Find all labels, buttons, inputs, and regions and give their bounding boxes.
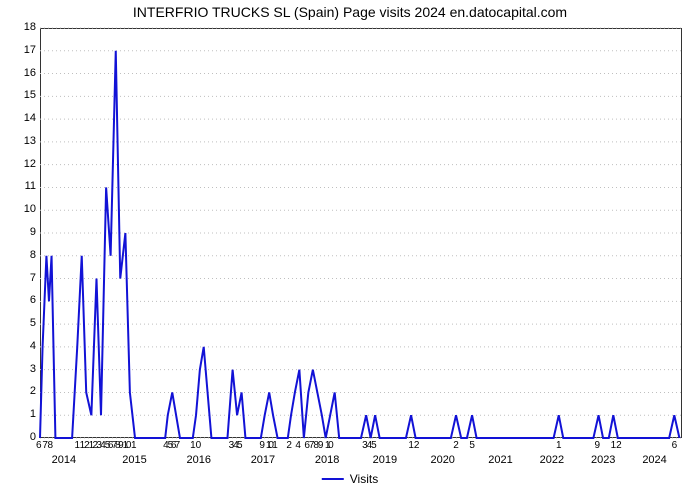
y-tick-label: 8 xyxy=(6,249,36,261)
y-tick-label: 18 xyxy=(6,21,36,33)
x-month-label: 0 xyxy=(328,440,334,451)
x-month-label: 10 xyxy=(190,440,201,451)
y-tick-label: 16 xyxy=(6,67,36,79)
y-tick-label: 12 xyxy=(6,158,36,170)
x-month-label: 5 xyxy=(371,440,377,451)
x-month-label: 2 xyxy=(453,440,459,451)
y-tick-label: 10 xyxy=(6,203,36,215)
y-tick-label: 1 xyxy=(6,408,36,420)
legend: Visits xyxy=(322,472,378,486)
chart-line-series xyxy=(40,28,682,438)
x-year-label: 2015 xyxy=(122,454,146,466)
x-month-label: 9 xyxy=(318,440,324,451)
x-month-label: 1 xyxy=(131,440,137,451)
x-year-label: 2023 xyxy=(591,454,615,466)
legend-label: Visits xyxy=(350,472,378,486)
x-month-label: 5 xyxy=(237,440,243,451)
x-month-label: 4 xyxy=(295,440,301,451)
y-tick-label: 7 xyxy=(6,272,36,284)
legend-swatch xyxy=(322,478,344,480)
y-tick-label: 6 xyxy=(6,294,36,306)
y-tick-label: 13 xyxy=(6,135,36,147)
x-year-label: 2017 xyxy=(251,454,275,466)
x-month-label: 5 xyxy=(469,440,475,451)
chart-title: INTERFRIO TRUCKS SL (Spain) Page visits … xyxy=(0,4,700,20)
y-tick-label: 15 xyxy=(6,89,36,101)
x-year-label: 2014 xyxy=(52,454,76,466)
x-month-label: 12 xyxy=(611,440,622,451)
x-year-label: 2024 xyxy=(642,454,666,466)
x-year-label: 2016 xyxy=(187,454,211,466)
chart-container: INTERFRIO TRUCKS SL (Spain) Page visits … xyxy=(0,0,700,500)
y-tick-label: 3 xyxy=(6,363,36,375)
y-tick-label: 2 xyxy=(6,385,36,397)
x-month-label: 6 xyxy=(36,440,42,451)
x-year-label: 2020 xyxy=(430,454,454,466)
x-month-label: 8 xyxy=(48,440,54,451)
x-month-label: 9 xyxy=(595,440,601,451)
x-month-label: 9 xyxy=(259,440,265,451)
y-tick-label: 17 xyxy=(6,44,36,56)
x-month-label: 6 xyxy=(672,440,678,451)
x-month-label: 7 xyxy=(175,440,181,451)
x-year-label: 2021 xyxy=(488,454,512,466)
x-year-label: 2019 xyxy=(373,454,397,466)
x-month-label: 1 xyxy=(556,440,562,451)
y-tick-label: 11 xyxy=(6,180,36,192)
y-tick-label: 9 xyxy=(6,226,36,238)
x-month-label: 12 xyxy=(408,440,419,451)
x-month-label: 1 xyxy=(272,440,278,451)
x-year-label: 2022 xyxy=(540,454,564,466)
x-month-label: 2 xyxy=(286,440,292,451)
y-tick-label: 4 xyxy=(6,340,36,352)
y-tick-label: 14 xyxy=(6,112,36,124)
y-tick-label: 5 xyxy=(6,317,36,329)
x-year-label: 2018 xyxy=(315,454,339,466)
y-tick-label: 0 xyxy=(6,431,36,443)
